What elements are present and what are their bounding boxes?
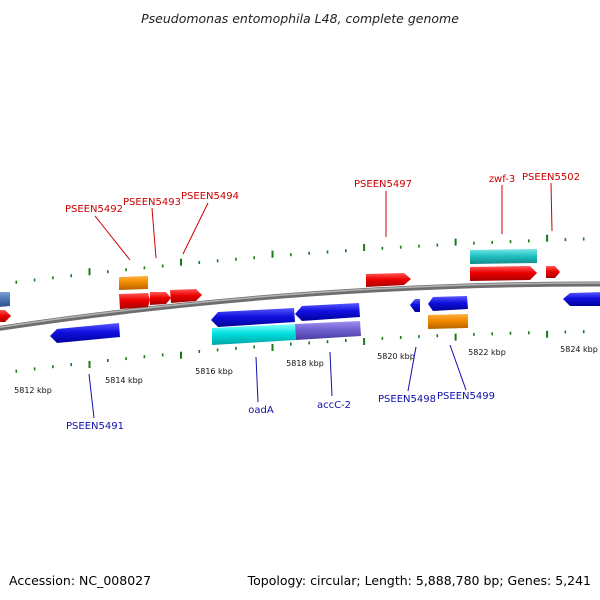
scale-label: 5816 kbp [195, 367, 233, 376]
gene-box[interactable] [119, 276, 148, 290]
gene-arrow[interactable] [563, 292, 600, 306]
gene-arrow[interactable] [295, 303, 360, 321]
reverse-callouts [88, 344, 467, 419]
gene-box[interactable] [212, 324, 296, 345]
gene-arrow[interactable] [366, 273, 411, 287]
gene-arrow[interactable] [119, 293, 150, 309]
gene-arrow[interactable] [0, 310, 11, 322]
forward-genes [0, 249, 560, 322]
gene-arrow[interactable] [150, 292, 171, 305]
gene-box[interactable] [295, 321, 361, 340]
genome-summary: Topology: circular; Length: 5,888,780 bp… [247, 573, 591, 588]
gene-label[interactable]: PSEEN5493 [123, 197, 181, 208]
gene-arrow[interactable] [50, 323, 120, 343]
scale-label: 5822 kbp [468, 348, 506, 357]
gene-label[interactable]: PSEEN5502 [522, 172, 580, 183]
scale-label: 5818 kbp [286, 359, 324, 368]
gene-arrow[interactable] [410, 299, 420, 312]
forward-callouts [94, 182, 553, 261]
gene-arrow[interactable] [428, 296, 468, 311]
gene-arrow[interactable] [170, 289, 202, 303]
genome-backbone [0, 281, 600, 331]
map-title: Pseudomonas entomophila L48, complete ge… [141, 11, 459, 26]
gene-label[interactable]: PSEEN5494 [181, 191, 239, 202]
gene-box[interactable] [0, 292, 10, 307]
scale-label: 5824 kbp [560, 345, 598, 354]
forward-tick-track [15, 234, 585, 284]
gene-label[interactable]: oadA [248, 405, 274, 416]
gene-arrow[interactable] [470, 266, 537, 281]
gene-label[interactable]: accC-2 [317, 400, 351, 411]
scale-label: 5814 kbp [105, 376, 143, 385]
gene-label[interactable]: PSEEN5492 [65, 204, 123, 215]
gene-label[interactable]: PSEEN5497 [354, 179, 412, 190]
gene-arrow[interactable] [211, 308, 295, 327]
scale-label: 5820 kbp [377, 352, 415, 361]
gene-box[interactable] [428, 314, 468, 329]
gene-label[interactable]: zwf-3 [489, 174, 515, 185]
gene-box[interactable] [470, 249, 537, 264]
reverse-tick-track [15, 330, 585, 373]
gene-label[interactable]: PSEEN5499 [437, 391, 495, 402]
gene-label[interactable]: PSEEN5491 [66, 421, 124, 432]
gene-arrow[interactable] [546, 266, 560, 278]
gene-label[interactable]: PSEEN5498 [378, 394, 436, 405]
scale-label: 5812 kbp [14, 386, 52, 395]
reverse-genes [0, 292, 600, 345]
accession-text: Accession: NC_008027 [9, 573, 151, 588]
